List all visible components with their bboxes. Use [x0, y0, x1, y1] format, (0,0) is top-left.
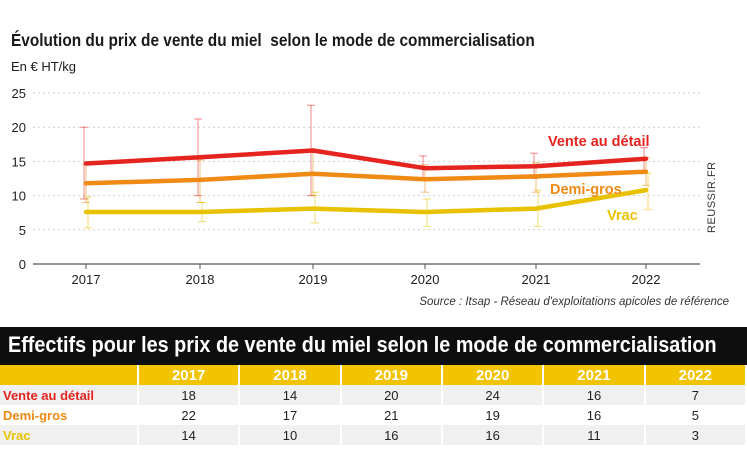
table-cell: 24 [441, 385, 545, 405]
effectifs-table: 2017 2018 2019 2020 2021 2022 Vente au d… [0, 365, 747, 445]
header-year: 2018 [239, 365, 342, 385]
row-label: Vente au détail [0, 385, 139, 405]
table-title-bar: Effectifs pour les prix de vente du miel… [0, 327, 747, 365]
x-tick-label: 2017 [72, 272, 101, 287]
x-tick-label: 2020 [411, 272, 440, 287]
x-tick-label: 2019 [299, 272, 328, 287]
table-cell: 14 [138, 425, 241, 445]
table-cell: 16 [543, 385, 646, 405]
table-header-row: 2017 2018 2019 2020 2021 2022 [0, 365, 747, 385]
series-label: Vrac [607, 208, 638, 224]
table-cell: 16 [340, 425, 443, 445]
x-tick-label: 2021 [522, 272, 551, 287]
table-row-demi-gros: Demi-gros 22 17 21 19 16 5 [0, 405, 747, 425]
table-cell: 14 [239, 385, 342, 405]
table-row-vente-detail: Vente au détail 18 14 20 24 16 7 [0, 385, 747, 405]
table-cell: 3 [644, 425, 747, 445]
header-year: 2021 [543, 365, 646, 385]
table-row-vrac: Vrac 14 10 16 16 11 3 [0, 425, 747, 445]
table-cell: 17 [239, 405, 342, 425]
table-title: Effectifs pour les prix de vente du miel… [8, 332, 717, 357]
header-year: 2020 [441, 365, 545, 385]
x-tick-label: 2022 [632, 272, 661, 287]
series-label: Demi-gros [550, 182, 622, 198]
x-tick-label: 2018 [186, 272, 215, 287]
y-tick-label: 10 [12, 189, 26, 204]
y-tick-label: 0 [19, 257, 26, 272]
series-line [83, 169, 649, 186]
source-note: Source : Itsap - Réseau d'exploitations … [419, 296, 729, 308]
table-cell: 19 [441, 405, 545, 425]
series-line [83, 148, 649, 171]
y-tick-label: 25 [12, 86, 26, 101]
chart-title: Évolution du prix de vente du miel selon… [11, 30, 535, 50]
table-cell: 7 [644, 385, 747, 405]
table-cell: 18 [138, 385, 241, 405]
header-year: 2017 [138, 365, 241, 385]
header-corner [0, 365, 139, 385]
table-cell: 16 [543, 405, 646, 425]
y-axis-label: En € HT/kg [11, 59, 77, 74]
table-cell: 20 [340, 385, 443, 405]
table-cell: 5 [644, 405, 747, 425]
table-cell: 10 [239, 425, 342, 445]
table-cell: 11 [543, 425, 646, 445]
table-cell: 22 [138, 405, 241, 425]
row-label: Vrac [0, 425, 139, 445]
y-tick-label: 5 [19, 223, 26, 238]
line-chart: 0 5 10 15 20 25 2017 2018 2019 2020 2021 2022 Vente … [12, 86, 700, 287]
header-year: 2022 [644, 365, 747, 385]
series-label: Vente au détail [548, 134, 650, 150]
watermark-text: REUSSIR.FR [706, 161, 718, 233]
header-year: 2019 [340, 365, 443, 385]
row-label: Demi-gros [0, 405, 139, 425]
table-cell: 16 [441, 425, 545, 445]
table-cell: 21 [340, 405, 443, 425]
y-tick-label: 20 [12, 120, 26, 135]
y-tick-label: 15 [12, 154, 26, 169]
series-line [83, 187, 649, 215]
